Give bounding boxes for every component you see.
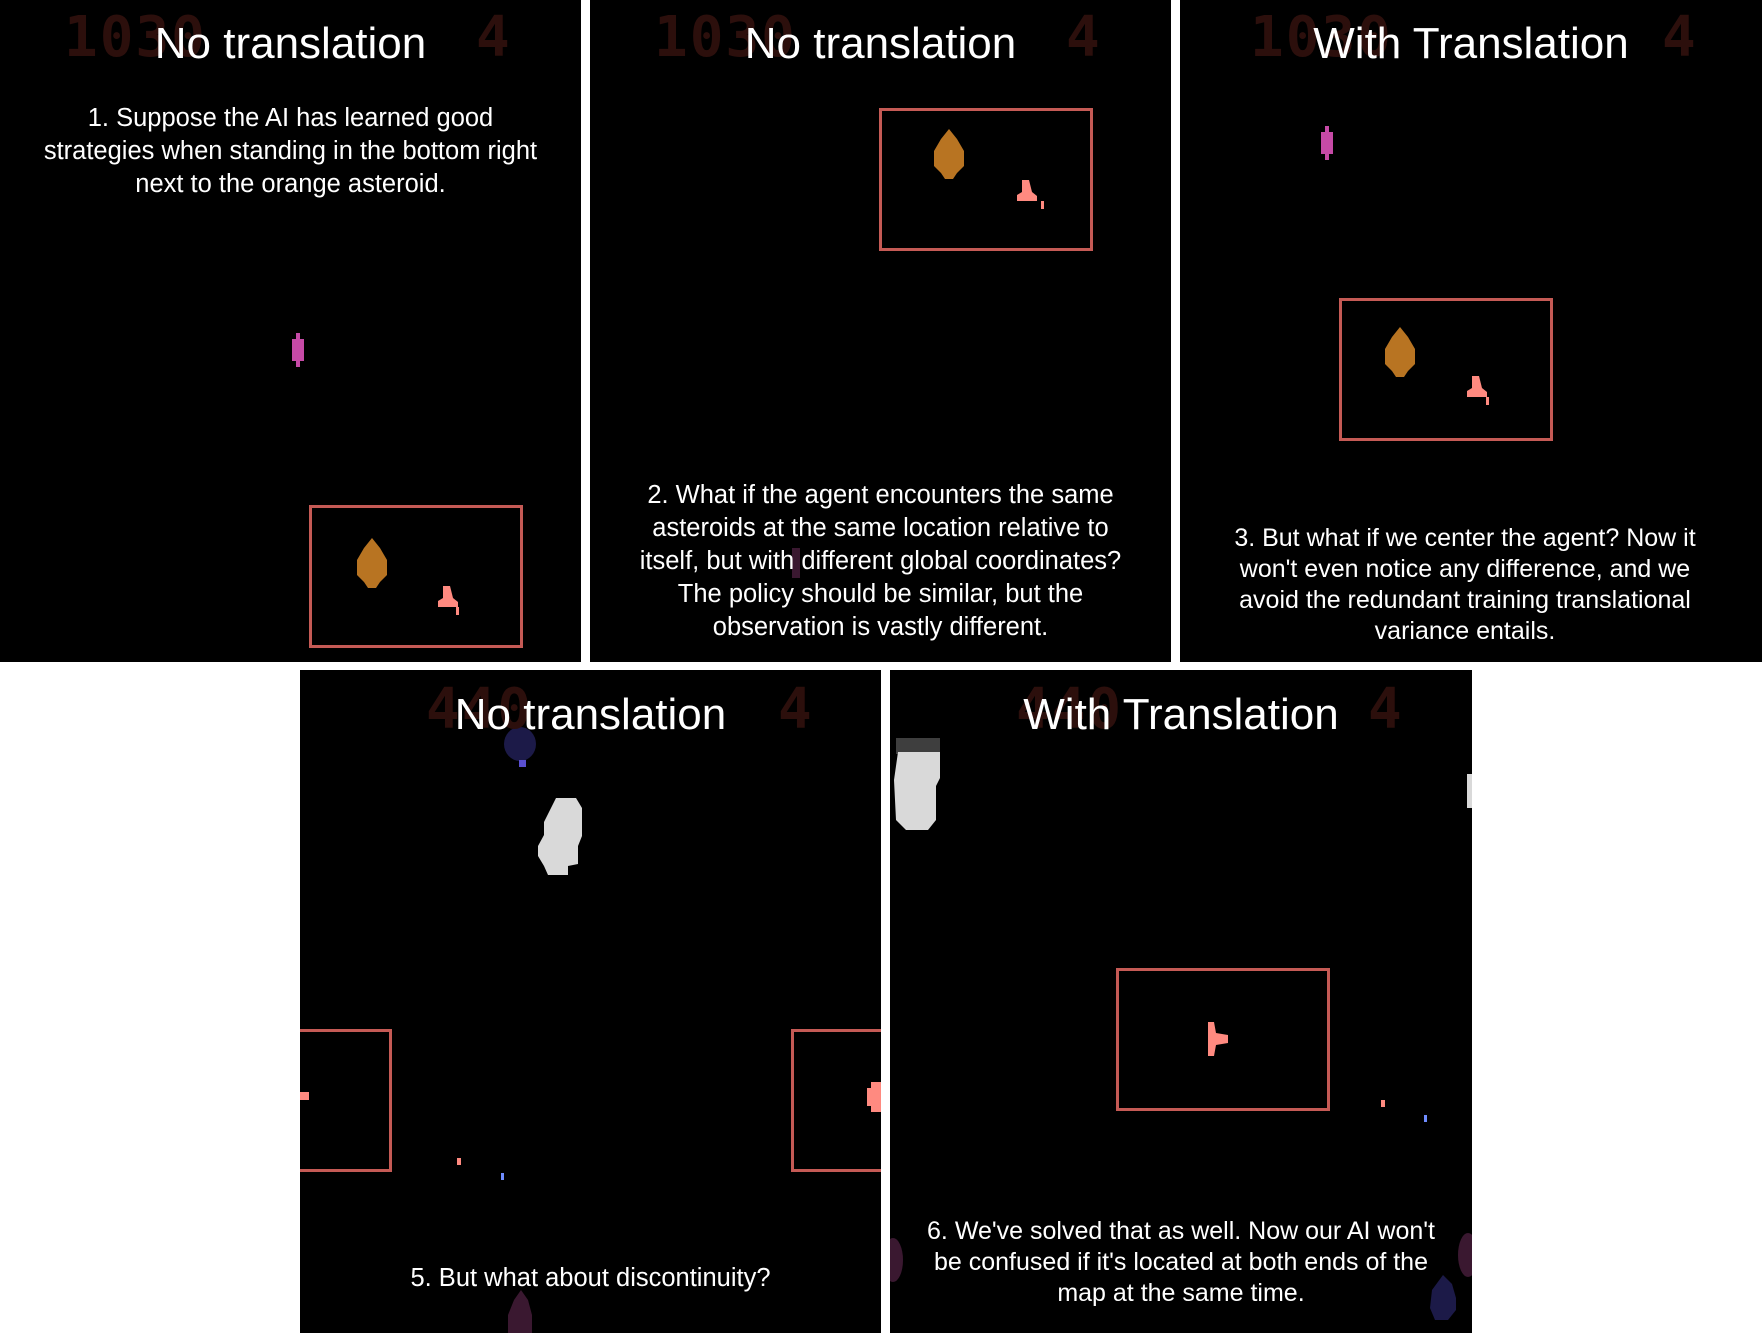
bullet-blue <box>501 1173 504 1180</box>
hud-lives: 4 <box>1368 677 1404 742</box>
hud-score: 440 <box>426 677 534 742</box>
panel-title: No translation <box>154 19 427 68</box>
magenta-ship <box>292 333 304 367</box>
white-asteroid <box>538 798 582 875</box>
panel-3: 1030 4 With Translation 3. But what if w… <box>1180 0 1762 662</box>
bullet-orange <box>457 1158 461 1165</box>
panel-caption: 6. We've solved that as well. Now our AI… <box>927 1217 1435 1307</box>
panel-title: No translation <box>744 19 1017 68</box>
panel-title: No translation <box>454 690 727 739</box>
blue-dot <box>519 760 526 767</box>
dark-asteroid <box>504 727 536 761</box>
agent-view-frame-left <box>300 1029 392 1172</box>
grey-asteroid-top <box>896 738 940 754</box>
dark-asteroid-right <box>1458 1233 1472 1277</box>
panel-caption: 5. But what about discontinuity? <box>410 1264 771 1292</box>
hud-lives: 4 <box>1662 5 1698 70</box>
panel-6: 440 4 With Translation 6. We've solved t… <box>890 670 1472 1333</box>
white-asteroid <box>894 752 940 830</box>
panel-title: With Translation <box>1313 19 1629 68</box>
navy-asteroid <box>1430 1275 1456 1320</box>
hud-lives: 4 <box>1066 5 1102 70</box>
agent-ship <box>438 586 459 615</box>
agent-view-frame <box>1339 298 1553 441</box>
agent-ship <box>1017 180 1044 209</box>
faint-ship <box>792 548 800 578</box>
bullet-blue <box>1424 1115 1427 1122</box>
agent-ship <box>1208 1022 1228 1056</box>
agent-ship <box>1467 376 1489 405</box>
agent-view-frame <box>879 108 1093 251</box>
agent-view-frame-right <box>791 1029 881 1172</box>
game-scene <box>300 727 881 1333</box>
dark-asteroid-left <box>890 1238 903 1282</box>
white-asteroid-edge <box>1467 774 1472 808</box>
hud-lives: 4 <box>778 677 814 742</box>
panel-1: 1030 4 No translation 1. Suppose the AI … <box>0 0 581 662</box>
hud-score: 1030 <box>64 5 207 70</box>
hud-score: 440 <box>1016 677 1124 742</box>
magenta-ship <box>1321 126 1333 160</box>
hud-lives: 4 <box>476 5 512 70</box>
dark-asteroid-bottom <box>508 1290 532 1333</box>
panel-caption: 1. Suppose the AI has learned good strat… <box>43 104 538 198</box>
hud-score: 1030 <box>1250 5 1393 70</box>
agent-view-frame <box>309 505 523 648</box>
orange-asteroid <box>1385 327 1415 377</box>
agent-view-frame <box>1116 968 1330 1111</box>
agent-ship-right <box>867 1082 881 1112</box>
game-scene <box>292 333 459 615</box>
game-scene <box>890 738 1472 1320</box>
bullet-orange <box>1381 1100 1385 1107</box>
agent-ship-left <box>300 1092 309 1100</box>
panel-caption: 3. But what if we center the agent? Now … <box>1234 524 1696 645</box>
orange-asteroid <box>934 129 964 179</box>
panel-2: 1030 4 No translation 2. What if the age… <box>590 0 1171 662</box>
game-scene <box>1321 126 1489 405</box>
panel-5: 440 4 No translation 5. But what about d… <box>300 670 881 1333</box>
panel-title: With Translation <box>1023 690 1339 739</box>
game-scene <box>792 129 1044 578</box>
orange-asteroid <box>357 538 387 588</box>
panel-caption: 2. What if the agent encounters the same… <box>639 481 1122 641</box>
hud-score: 1030 <box>654 5 797 70</box>
